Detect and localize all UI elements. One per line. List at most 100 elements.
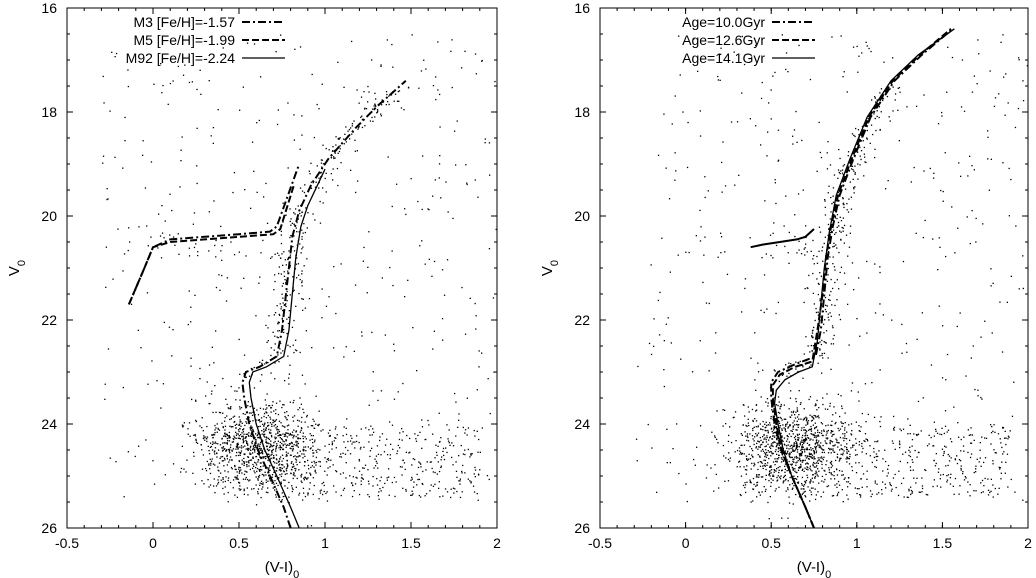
star-point xyxy=(264,471,266,473)
star-point xyxy=(766,155,768,157)
star-point xyxy=(401,439,403,441)
star-point xyxy=(793,437,796,439)
star-point xyxy=(831,465,834,467)
star-point xyxy=(806,430,808,432)
star-point xyxy=(429,461,431,463)
star-point xyxy=(765,438,767,441)
star-point xyxy=(753,440,755,442)
star-point xyxy=(763,464,765,467)
star-point xyxy=(774,182,776,184)
star-point xyxy=(858,400,860,402)
star-point xyxy=(237,443,239,445)
star-point xyxy=(774,436,776,438)
star-point xyxy=(778,422,781,424)
x-tick-label: 2 xyxy=(1024,535,1032,551)
star-point xyxy=(273,289,275,291)
star-point xyxy=(344,453,347,455)
y-tick-label: 24 xyxy=(574,416,590,432)
star-point xyxy=(829,442,831,445)
star-point xyxy=(214,441,217,443)
star-point xyxy=(874,96,876,98)
star-point xyxy=(959,460,962,462)
star-point xyxy=(407,279,409,281)
star-point xyxy=(954,459,957,461)
star-point xyxy=(236,423,238,425)
star-point xyxy=(246,465,248,468)
star-point xyxy=(806,474,808,476)
star-point xyxy=(268,424,270,426)
star-point xyxy=(374,465,377,467)
star-point xyxy=(840,266,843,268)
star-point xyxy=(293,434,295,436)
star-point xyxy=(873,416,876,418)
star-point xyxy=(822,491,825,493)
star-point xyxy=(281,293,283,295)
star-point xyxy=(200,444,202,446)
star-point xyxy=(442,339,444,341)
star-point xyxy=(795,398,797,400)
star-point xyxy=(922,397,924,399)
star-point xyxy=(809,482,811,484)
star-point xyxy=(799,403,802,405)
star-point xyxy=(714,464,716,466)
star-point xyxy=(477,451,479,453)
star-point xyxy=(301,473,303,475)
star-point xyxy=(278,458,281,460)
star-point xyxy=(769,424,771,426)
star-point xyxy=(803,301,805,304)
star-point xyxy=(284,411,286,414)
star-point xyxy=(281,425,284,427)
star-point xyxy=(144,187,147,189)
star-point xyxy=(450,488,452,490)
star-point xyxy=(329,429,331,431)
star-point xyxy=(292,276,294,278)
star-point xyxy=(239,421,241,423)
star-point xyxy=(691,371,694,373)
star-point xyxy=(384,482,386,485)
star-point xyxy=(801,454,803,457)
star-point xyxy=(780,475,782,477)
star-point xyxy=(812,463,814,465)
star-point xyxy=(969,495,971,497)
star-point xyxy=(853,192,855,194)
star-point xyxy=(361,477,364,479)
star-point xyxy=(778,159,780,161)
star-point xyxy=(462,426,464,429)
star-point xyxy=(279,400,281,402)
star-point xyxy=(832,430,834,432)
star-point xyxy=(312,425,314,427)
y-tick-label: 20 xyxy=(41,208,57,224)
star-point xyxy=(240,469,242,471)
star-point xyxy=(940,189,942,192)
star-point xyxy=(254,448,256,451)
star-point xyxy=(836,453,839,455)
star-point xyxy=(266,442,268,444)
star-point xyxy=(270,411,272,413)
star-point xyxy=(293,212,295,214)
star-point xyxy=(982,223,984,225)
star-point xyxy=(815,440,818,442)
star-point xyxy=(288,250,290,252)
star-point xyxy=(304,461,306,463)
star-point xyxy=(987,478,989,480)
star-point xyxy=(238,460,241,463)
star-point xyxy=(789,484,791,486)
star-point xyxy=(339,148,341,150)
star-point xyxy=(993,424,995,426)
star-point xyxy=(217,109,219,111)
star-point xyxy=(861,445,863,447)
star-point xyxy=(476,389,478,391)
star-point xyxy=(209,446,212,448)
star-point xyxy=(104,398,106,400)
star-point xyxy=(405,490,407,492)
star-point xyxy=(360,428,362,430)
star-point xyxy=(248,465,250,467)
star-point xyxy=(319,465,321,467)
star-point xyxy=(293,114,295,116)
star-point xyxy=(819,445,822,447)
star-point xyxy=(757,440,759,442)
star-point xyxy=(967,451,969,454)
star-point xyxy=(981,398,983,400)
star-point xyxy=(944,445,946,447)
